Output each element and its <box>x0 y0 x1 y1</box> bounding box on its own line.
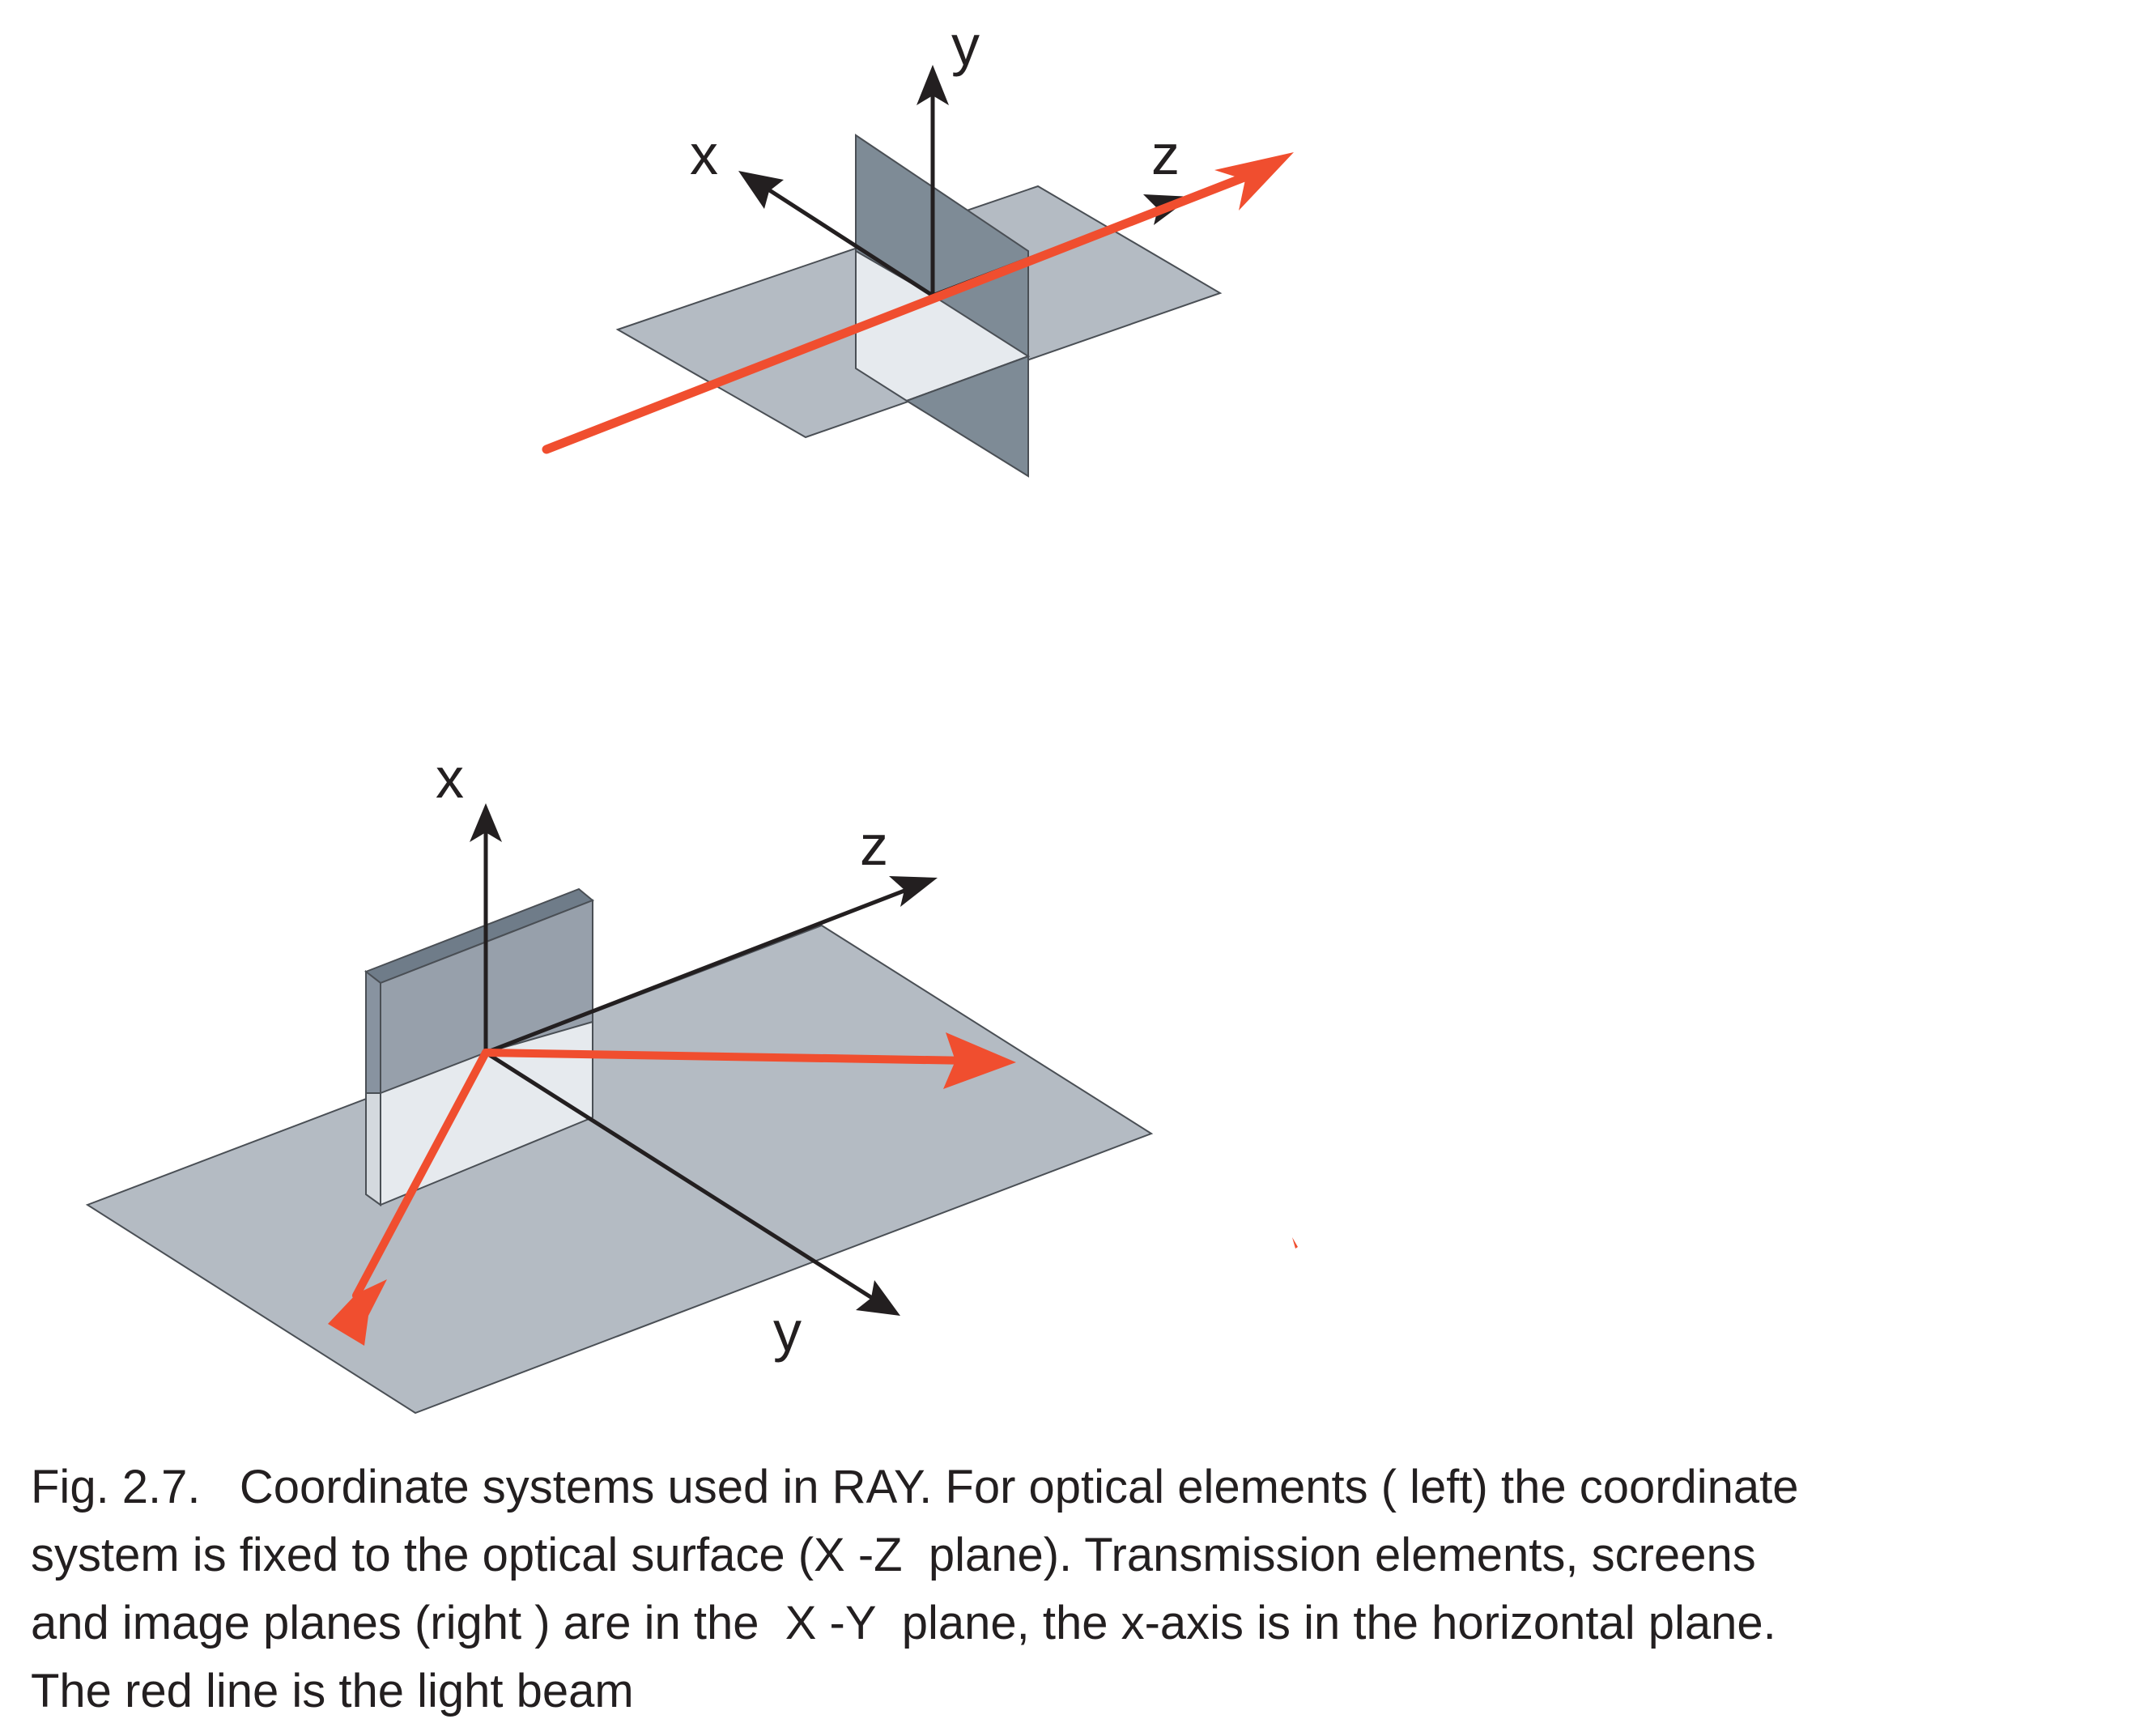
top-y-axis-arrowhead <box>917 65 949 105</box>
caption-line-4: The red line is the light beam <box>31 1665 634 1717</box>
bottom-z-axis-arrowhead <box>889 876 938 907</box>
bottom-beam-lower-left <box>352 1049 490 1300</box>
top-diagram: x y z <box>542 14 1294 478</box>
top-y-axis-label: y <box>951 14 980 77</box>
bottom-y-axis-line <box>484 1050 880 1304</box>
top-x-axis-label: x <box>690 123 718 186</box>
caption-line-2: system is fixed to the optical surface (… <box>31 1529 1756 1581</box>
top-x-axis-arrowhead <box>738 171 784 209</box>
bottom-z-axis-line <box>485 884 916 1055</box>
figure-caption: Fig. 2.7. Coordinate systems used in RAY… <box>31 1453 2136 1725</box>
bottom-z-axis-label: z <box>860 814 888 877</box>
bottom-x-axis-label: x <box>436 747 464 810</box>
top-x-axis-line <box>755 180 934 298</box>
bottom-diagram: x z y <box>85 747 1298 1415</box>
top-light-beam-arrowhead <box>1214 152 1294 211</box>
bottom-beam-forward <box>482 1049 976 1065</box>
top-light-beam <box>542 165 1268 454</box>
bottom-y-axis-arrowhead <box>856 1280 900 1316</box>
bottom-y-axis-label: y <box>773 1300 802 1363</box>
bottom-ground-plane <box>85 924 1154 1415</box>
top-vertical-plane-lower-2 <box>904 355 1029 478</box>
caption-line-1: Fig. 2.7. Coordinate systems used in RAY… <box>31 1461 1799 1513</box>
bottom-x-axis-arrowhead <box>470 803 502 842</box>
stray-red-mark <box>1292 1237 1298 1249</box>
caption-line-3: and image planes (right ) are in the X -… <box>31 1597 1776 1649</box>
bottom-element-side-lower <box>365 1092 381 1206</box>
bottom-beam-lower-left-arrowhead <box>328 1279 387 1346</box>
bottom-beam-forward-arrowhead <box>943 1032 1016 1089</box>
top-z-axis-label: z <box>1151 123 1180 186</box>
